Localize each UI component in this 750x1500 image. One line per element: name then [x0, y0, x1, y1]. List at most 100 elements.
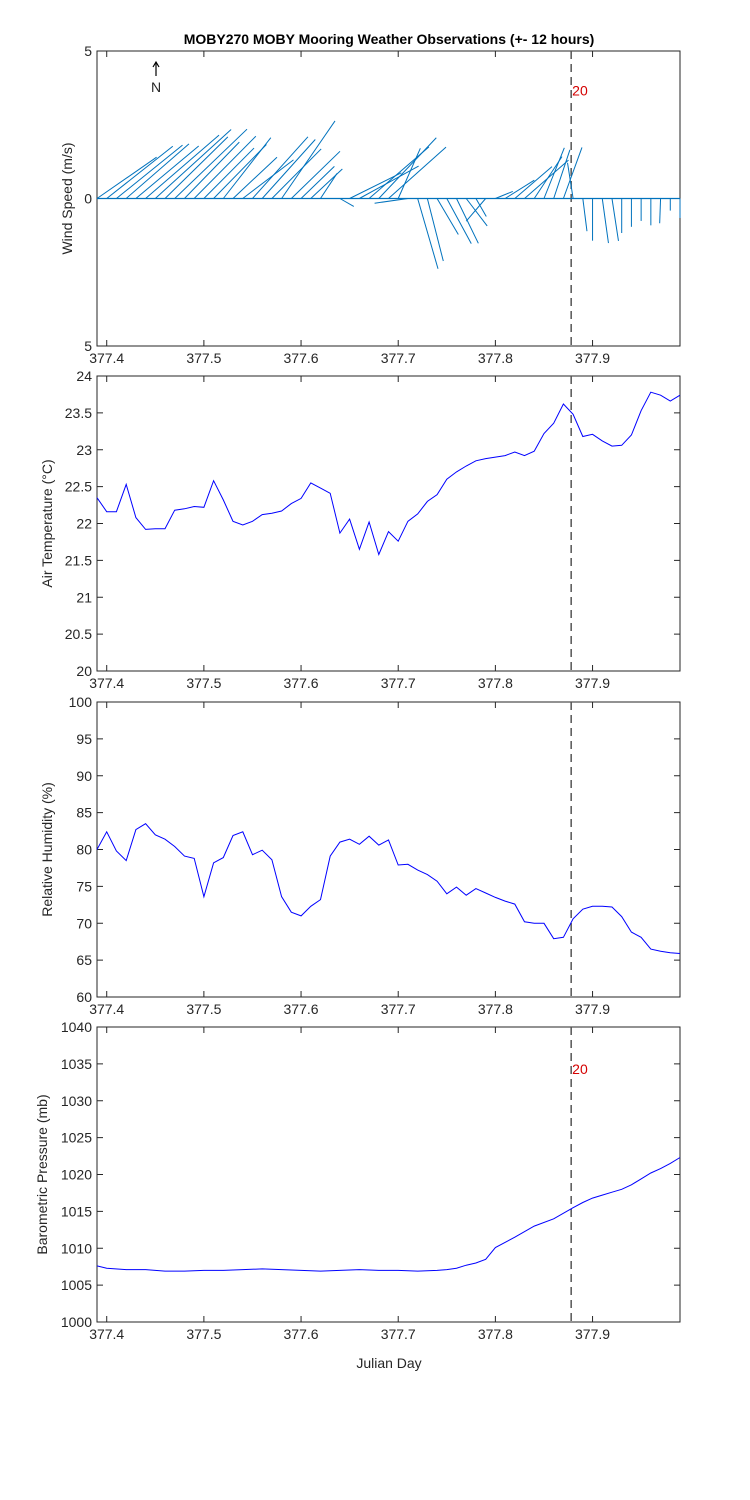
x-tick-label: 377.4	[89, 1001, 124, 1017]
x-tick-label: 377.7	[381, 1326, 416, 1342]
y-tick-label: 23	[76, 442, 92, 458]
panel-air-temperature: 377.4 377.5 377.6 377.7 377.8 377.9 20 20.5 21 21…	[39, 368, 681, 691]
y-tick-label: 85	[76, 805, 92, 821]
x-axis-label: Julian Day	[356, 1355, 421, 1371]
y-tick-label: 75	[76, 878, 92, 894]
wind-vector	[252, 136, 309, 199]
wind-vector	[242, 159, 294, 199]
wind-vector	[106, 145, 174, 199]
wind-vector	[261, 139, 316, 199]
x-tick-label: 377.4	[89, 350, 124, 366]
panel-relative-humidity: 377.4 377.5 377.6 377.7 377.8 377.9 60 65 70 75 80…	[39, 694, 681, 1017]
time-marker-label: 20	[572, 1061, 588, 1077]
y-tick-label: 24	[76, 368, 92, 384]
wind-vector	[232, 156, 278, 199]
wind-vector	[562, 147, 583, 199]
x-tick-label: 377.6	[284, 1326, 319, 1342]
wind-vector	[543, 147, 565, 199]
wind-vector	[359, 165, 419, 199]
y-tick-label: 22.5	[65, 479, 92, 495]
wind-vector	[222, 137, 272, 199]
wind-vector	[154, 129, 232, 199]
y-tick-label: 20	[76, 663, 92, 679]
y-tick-label: 1005	[61, 1277, 92, 1293]
x-tick-label: 377.5	[186, 1326, 221, 1342]
x-tick-label: 377.8	[478, 675, 513, 691]
y-tick-label: 1025	[61, 1130, 92, 1146]
y-tick-label: 0	[84, 191, 92, 207]
wind-vector	[504, 179, 535, 199]
wind-vector	[174, 128, 248, 199]
x-tick-label: 377.7	[381, 350, 416, 366]
x-tick-label: 377.6	[284, 1001, 319, 1017]
y-axis-label: Air Temperature (°C)	[39, 459, 55, 587]
y-tick-label: 20.5	[65, 626, 92, 642]
wind-vector	[456, 198, 479, 244]
wind-vector	[475, 198, 487, 217]
panel-barometric-pressure: 377.4 377.5 377.6 377.7 377.8 377.9 1000 1005 10…	[34, 1019, 681, 1342]
wind-vector	[533, 156, 563, 199]
y-tick-label: 1040	[61, 1019, 92, 1035]
x-tick-label: 377.7	[381, 675, 416, 691]
wind-vector	[436, 198, 459, 235]
wind-vector	[300, 165, 335, 199]
y-tick-label: 1035	[61, 1056, 92, 1072]
wind-vector	[582, 198, 588, 232]
y-tick-label: 5	[84, 43, 92, 59]
wind-vector	[397, 148, 421, 199]
time-marker-label: 20	[572, 82, 588, 98]
x-tick-label: 377.5	[186, 350, 221, 366]
x-tick-label: 377.9	[575, 675, 610, 691]
x-tick-label: 377.5	[186, 675, 221, 691]
wind-vector	[145, 134, 220, 199]
y-tick-label: 1020	[61, 1167, 92, 1183]
series-line-air-temperature	[96, 391, 681, 556]
wind-vector	[417, 198, 439, 269]
y-tick-label: 65	[76, 952, 92, 968]
wind-vector	[465, 198, 487, 222]
x-tick-label: 377.8	[478, 1001, 513, 1017]
wind-vector	[495, 190, 513, 199]
wind-vector	[349, 172, 402, 199]
y-tick-label: 1010	[61, 1240, 92, 1256]
north-label: N	[151, 79, 161, 95]
x-tick-label: 377.9	[575, 1326, 610, 1342]
y-tick-label: 1015	[61, 1203, 92, 1219]
wind-vector	[271, 148, 322, 199]
wind-vector	[135, 145, 200, 199]
wind-vector	[290, 150, 341, 199]
x-tick-label: 377.9	[575, 350, 610, 366]
y-axis-label: Relative Humidity (%)	[39, 782, 55, 917]
x-tick-label: 377.8	[478, 350, 513, 366]
x-tick-label: 377.5	[186, 1001, 221, 1017]
y-tick-label: 23.5	[65, 405, 92, 421]
wind-vector	[388, 146, 447, 199]
north-arrow-icon	[152, 60, 160, 68]
x-tick-label: 377.6	[284, 675, 319, 691]
wind-vector	[446, 198, 472, 244]
wind-vector	[659, 198, 662, 224]
y-tick-label: 100	[69, 694, 93, 710]
wind-vector	[116, 144, 183, 199]
y-tick-label: 80	[76, 842, 92, 858]
axes-frame	[96, 701, 681, 998]
wind-vector	[514, 166, 553, 199]
axes-frame	[96, 1026, 681, 1323]
wind-vector	[164, 136, 229, 199]
wind-vector	[203, 147, 255, 199]
wind-vector	[193, 135, 257, 199]
y-tick-label: 1000	[61, 1314, 92, 1330]
wind-vector	[426, 198, 444, 262]
y-tick-label: 95	[76, 731, 92, 747]
panel-wind: 377.4 377.5 377.6 377.7 377.8 377.9 5 0 5 Wind Sp…	[59, 43, 681, 366]
wind-vector	[184, 141, 240, 199]
wind-vector	[96, 156, 157, 199]
y-tick-label: 21	[76, 589, 92, 605]
wind-vector	[281, 120, 336, 199]
wind-vector	[320, 173, 338, 199]
wind-vector	[611, 198, 619, 242]
figure-title: MOBY270 MOBY Mooring Weather Observation…	[184, 31, 595, 47]
wind-vector	[339, 198, 355, 207]
y-tick-label: 22	[76, 516, 92, 532]
